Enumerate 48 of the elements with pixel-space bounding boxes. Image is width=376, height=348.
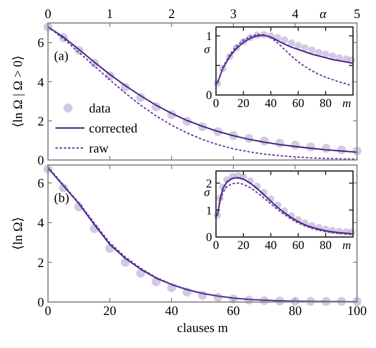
annotation: (a) xyxy=(54,48,68,63)
legend-label: data xyxy=(89,100,111,116)
x2-tick-label: 2 xyxy=(168,6,175,21)
y-tick-label: 1 xyxy=(206,203,212,218)
x-axis-title: m xyxy=(342,238,352,252)
x2-tick-label: 1 xyxy=(106,6,114,21)
y-tick-label: 6 xyxy=(38,35,44,50)
x2-tick-label: 3 xyxy=(230,6,237,21)
x-tick-label: 40 xyxy=(264,238,277,252)
legend-label: raw xyxy=(89,140,110,156)
x-tick-label: 60 xyxy=(292,96,304,110)
point xyxy=(294,42,302,49)
x2-axis-title: α xyxy=(320,6,328,21)
x-tick-label: 40 xyxy=(264,96,277,110)
y-tick-label: 0 xyxy=(38,152,44,168)
y-tick-label: 2 xyxy=(206,176,212,190)
x2-tick-label: 5 xyxy=(354,6,360,21)
point xyxy=(280,36,288,44)
x-tick-label: 80 xyxy=(320,238,332,252)
x-tick-label: 20 xyxy=(237,238,250,252)
x-tick-label: 20 xyxy=(237,96,250,110)
point xyxy=(288,39,295,47)
x-tick-label: 60 xyxy=(292,238,304,252)
x-tick-label: 100 xyxy=(347,303,367,318)
y-tick-label: 4 xyxy=(38,74,44,90)
point xyxy=(322,50,330,58)
annotation: (b) xyxy=(54,190,70,205)
x2-tick-label: 4 xyxy=(292,6,299,21)
x-axis-title: clauses m xyxy=(177,320,228,335)
point xyxy=(301,44,309,52)
x-tick-label: 60 xyxy=(226,303,240,318)
y-axis-title: σ xyxy=(204,42,212,56)
x-tick-label: 20 xyxy=(103,303,116,318)
x-tick-label: 80 xyxy=(288,303,302,318)
y-axis-title: ⟨ln Ω | Ω > 0⟩ xyxy=(10,55,25,128)
point xyxy=(308,46,316,54)
y-tick-label: 2 xyxy=(38,254,44,270)
y-tick-label: 4 xyxy=(38,215,44,230)
x-axis-title: m xyxy=(342,96,352,110)
point xyxy=(315,48,322,56)
x-tick-label: 40 xyxy=(165,303,178,318)
y-axis-title: ⟨ln Ω⟩ xyxy=(10,216,25,250)
point xyxy=(328,52,336,60)
legend-label: corrected xyxy=(89,120,138,136)
y-tick-label: 1 xyxy=(206,29,212,44)
y-tick-label: 6 xyxy=(38,175,44,190)
x-tick-label: 80 xyxy=(320,96,332,110)
y-tick-label: 2 xyxy=(38,113,44,128)
